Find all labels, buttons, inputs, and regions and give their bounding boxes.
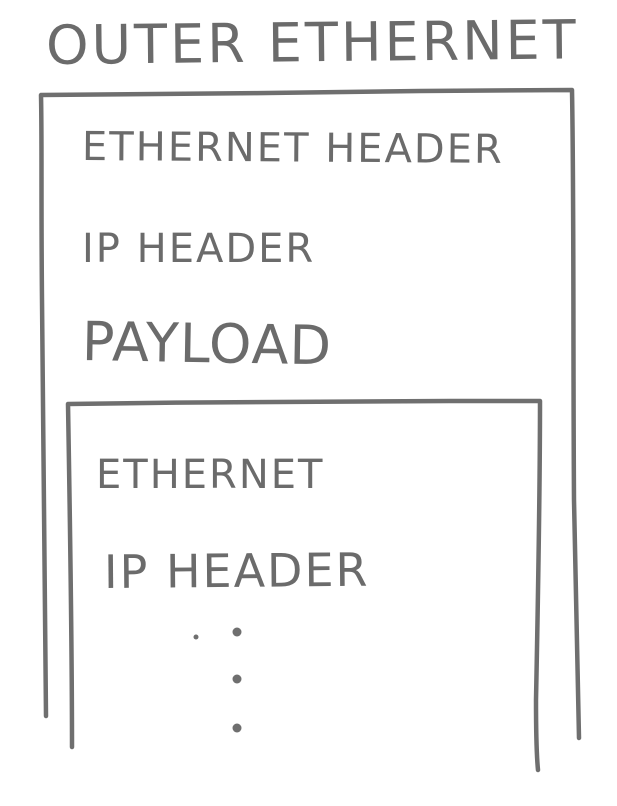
outer-ethernet-header-label: ETHERNET HEADER [81, 124, 504, 173]
ellipsis-dot [232, 627, 242, 637]
outer-packet-box [38, 87, 582, 741]
outer-payload-label: PAYLOAD [81, 310, 333, 378]
inner-packet-box [65, 398, 543, 773]
ellipsis-dot [232, 723, 242, 733]
ellipsis-dot [193, 634, 199, 640]
inner-ethernet-label: ETHERNET [96, 452, 325, 498]
outer-ip-header-label: IP HEADER [82, 226, 316, 272]
ellipsis-dot [232, 674, 242, 684]
inner-ip-header-label: IP HEADER [103, 542, 370, 599]
diagram-title: OUTER ETHERNET [45, 8, 579, 77]
